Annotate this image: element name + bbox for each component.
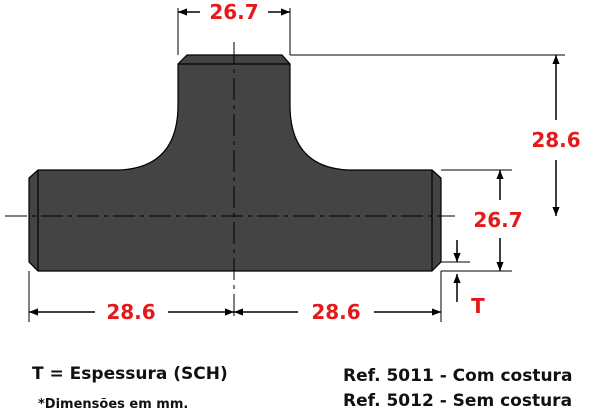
dim-branch-height: 28.6 xyxy=(531,128,580,152)
dim-right-half: 28.6 xyxy=(311,300,360,324)
ref-seamless: Ref. 5012 - Sem costura xyxy=(343,391,573,411)
dim-left-half: 28.6 xyxy=(106,300,155,324)
dim-thickness: T xyxy=(471,294,485,318)
dim-run-height: 26.7 xyxy=(473,208,522,232)
dim-top-width: 26.7 xyxy=(209,0,258,24)
thickness-legend: T = Espessura (SCH) xyxy=(32,364,228,384)
ref-seamed: Ref. 5011 - Com costura xyxy=(343,366,573,386)
dimensions-note: *Dimensões em mm. xyxy=(38,397,189,412)
tee-body xyxy=(28,54,442,272)
